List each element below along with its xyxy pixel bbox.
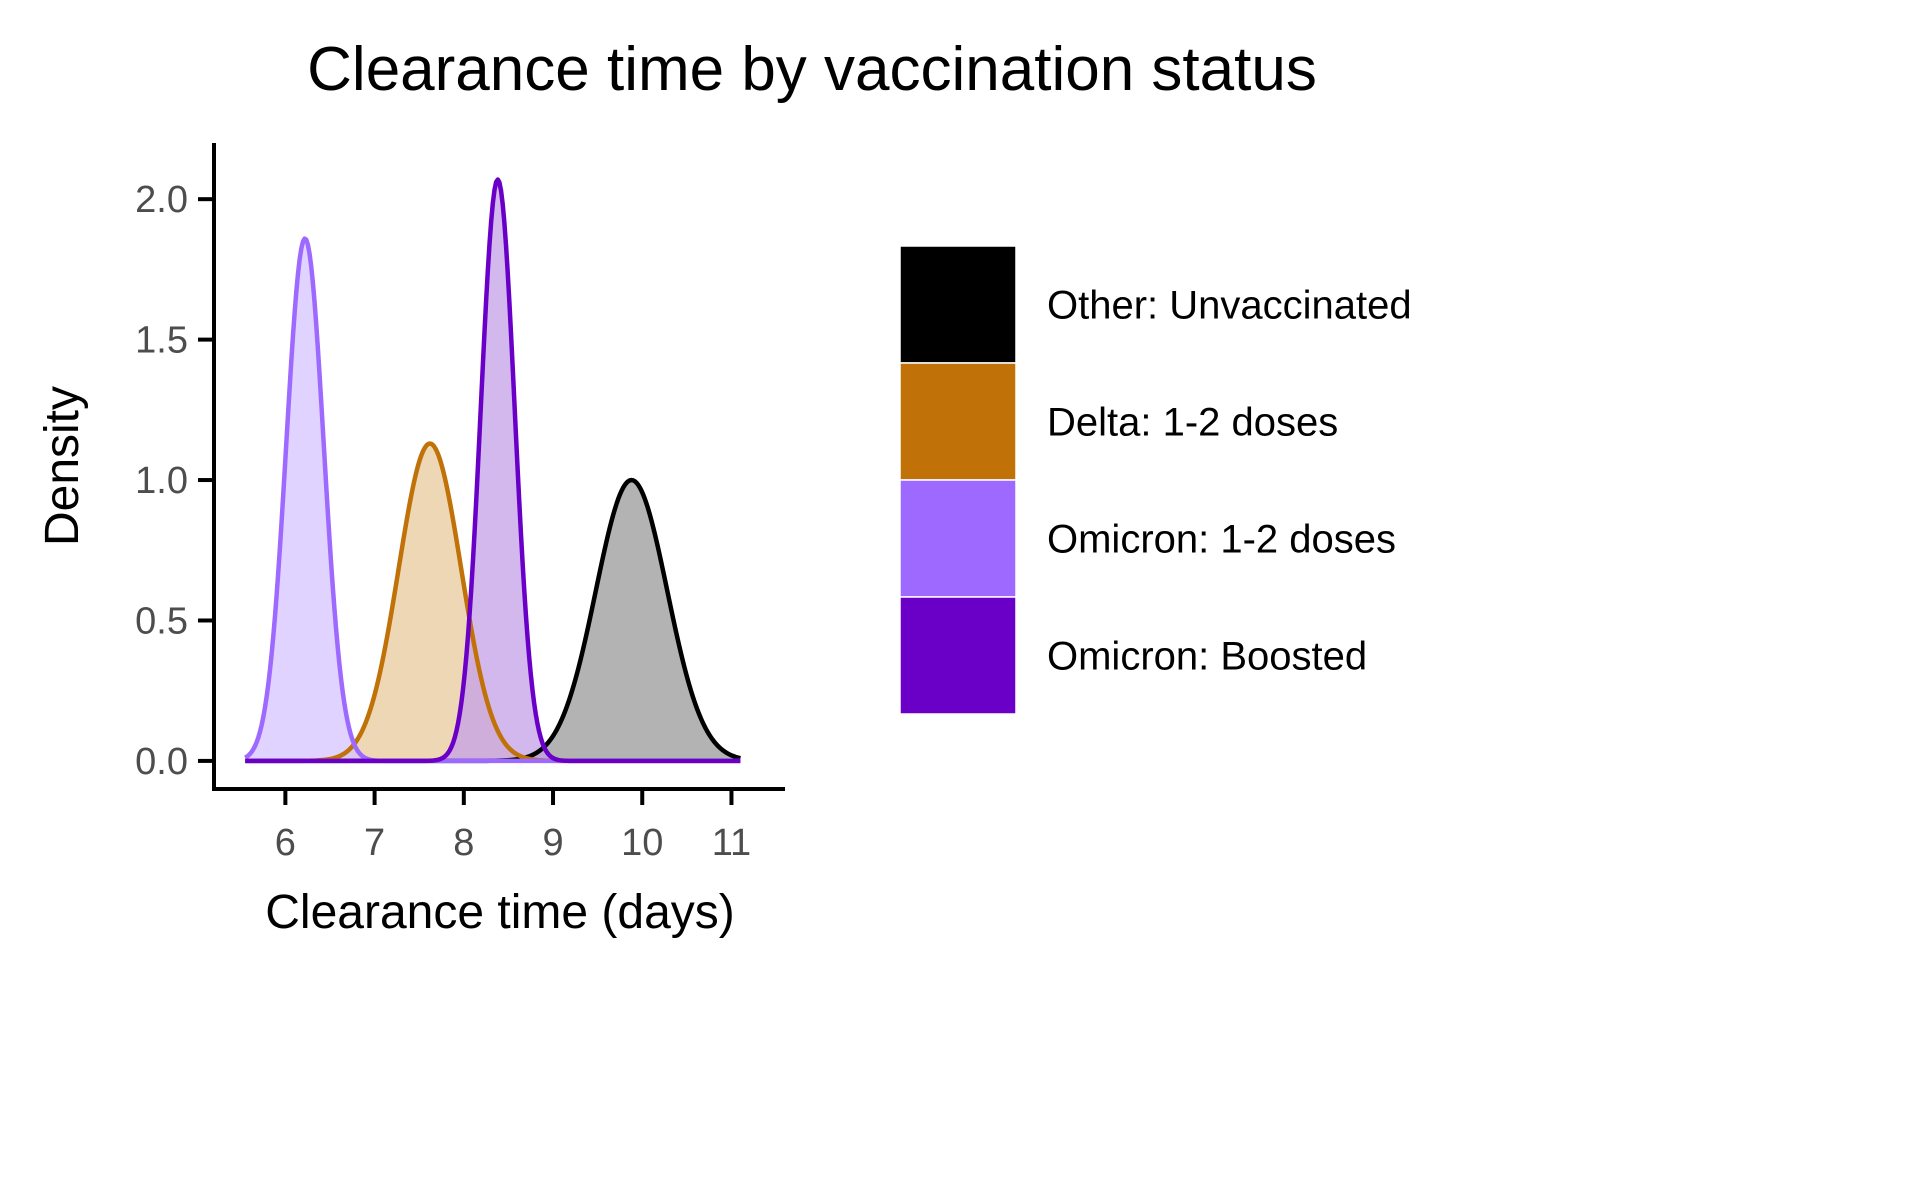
chart: Clearance time by vaccination status 0.0…: [36, 35, 1412, 939]
x-tick-label: 7: [364, 822, 385, 864]
x-tick-label: 11: [712, 822, 751, 864]
density-area-omicron-1-2-doses: [245, 238, 741, 761]
density-area-other-unvaccinated: [245, 480, 741, 761]
legend-key-other-unvaccinated: [899, 245, 1017, 364]
y-tick-label: 0.0: [135, 741, 188, 783]
legend-key-omicron-1-2-doses: [899, 479, 1017, 598]
density-curve-omicron-boosted: [244, 177, 741, 764]
x-axis-title: Clearance time (days): [265, 886, 735, 939]
x-tick-label: 10: [621, 822, 663, 864]
chart-title: Clearance time by vaccination status: [307, 35, 1317, 104]
plot-area: [244, 177, 741, 764]
y-tick-label: 1.5: [135, 320, 188, 362]
x-axis-ticks: 6 7 8 9 10 11: [275, 789, 751, 864]
y-axis-title: Density: [36, 386, 89, 546]
y-tick-label: 2.0: [135, 179, 188, 221]
legend-key-delta-1-2-doses: [899, 362, 1017, 481]
y-tick-label: 1.0: [135, 460, 188, 502]
y-axis-ticks: 0.0 0.5 1.0 1.5 2.0: [135, 179, 214, 783]
legend: Other: Unvaccinated Delta: 1-2 doses Omicr…: [899, 245, 1412, 715]
density-areas: [245, 179, 741, 761]
x-tick-label: 6: [275, 822, 296, 864]
x-tick-label: 8: [453, 822, 474, 864]
y-tick-label: 0.5: [135, 600, 188, 642]
density-curves: [244, 177, 741, 764]
x-tick-label: 9: [542, 822, 563, 864]
legend-label-omicron-1-2-doses: Omicron: 1-2 doses: [1047, 518, 1396, 562]
legend-label-other-unvaccinated: Other: Unvaccinated: [1047, 284, 1412, 328]
legend-label-delta-1-2-doses: Delta: 1-2 doses: [1047, 401, 1338, 445]
legend-label-omicron-boosted: Omicron: Boosted: [1047, 635, 1367, 679]
legend-key-omicron-boosted: [899, 596, 1017, 715]
density-area-omicron-boosted: [245, 179, 741, 761]
